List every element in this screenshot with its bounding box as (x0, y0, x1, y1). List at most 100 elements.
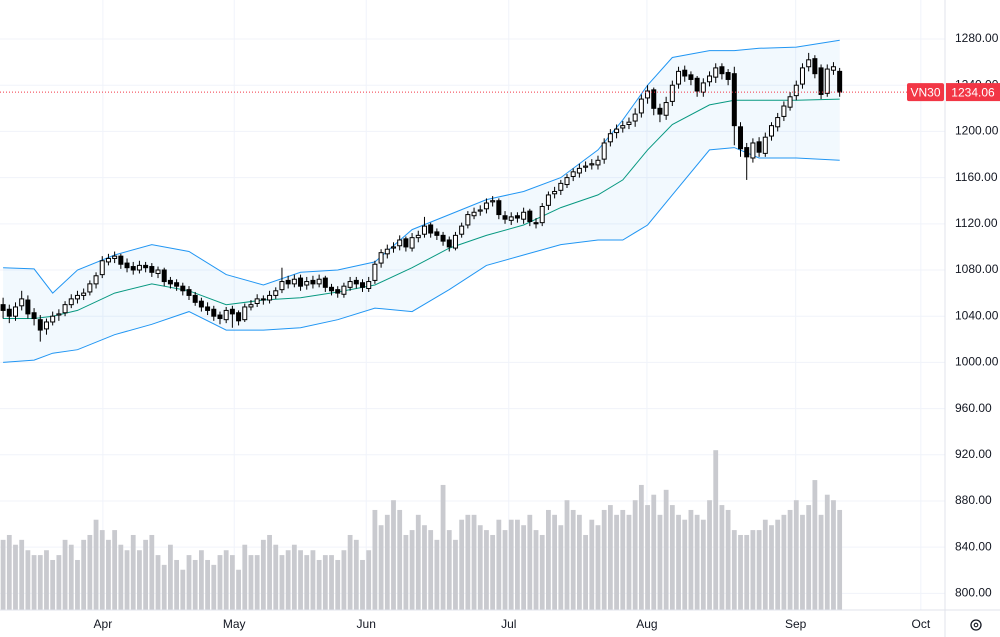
plot-area (0, 39, 945, 610)
volume-bar (298, 550, 303, 610)
volume-bar (781, 514, 787, 610)
last-price-badge (946, 83, 1000, 102)
volume-bar (273, 544, 279, 610)
volume-bar (725, 509, 731, 610)
candle-body (360, 282, 366, 288)
candle-body (452, 234, 458, 249)
candle-body (756, 141, 762, 153)
candle-body (632, 113, 638, 122)
candle-body (676, 70, 682, 85)
candle-body (285, 279, 291, 285)
candle-body (781, 105, 787, 117)
candle-body (682, 69, 688, 77)
candle-body (787, 96, 793, 108)
volume-bar (44, 550, 49, 610)
candle-body (570, 171, 576, 177)
volume-bar (762, 519, 768, 610)
volume-bar (25, 550, 31, 610)
candle-body (0, 304, 6, 311)
candle-body (465, 214, 471, 226)
candle-body (508, 216, 514, 221)
candle-body (248, 304, 254, 308)
candle-body (93, 275, 99, 285)
volume-bar (626, 514, 632, 610)
volume-bar (6, 534, 12, 610)
candle-body (483, 202, 489, 210)
x-tick-label: Aug (636, 617, 657, 631)
candle-body (731, 73, 737, 127)
volume-bar (0, 539, 6, 610)
volume-bar (490, 534, 496, 610)
candle-body (304, 281, 310, 286)
settings-icon[interactable] (973, 622, 979, 628)
volume-bar (502, 530, 508, 610)
volume-bar (409, 530, 415, 610)
volume-bar (607, 505, 613, 610)
candle-body (713, 67, 719, 78)
x-tick-label: Oct (911, 617, 930, 631)
candle-body (669, 84, 675, 102)
volume-bar (719, 505, 725, 610)
volume-bar (546, 509, 551, 610)
volume-bar (260, 539, 266, 610)
volume-bar (291, 544, 297, 610)
y-tick-label: 840.00 (955, 539, 992, 553)
candle-body (620, 125, 626, 129)
candle-body (471, 211, 477, 217)
volume-bar (651, 494, 657, 610)
volume-bar (341, 550, 347, 610)
volume-bar (508, 519, 514, 610)
volume-bar (756, 530, 762, 610)
volume-bar (99, 530, 105, 610)
volume-bar (372, 509, 378, 610)
volume-bar (248, 555, 254, 610)
candle-body (775, 117, 781, 128)
volume-bar (279, 555, 285, 610)
candle-body (824, 68, 830, 94)
volume-bar (106, 539, 111, 610)
candle-body (589, 163, 595, 166)
candle-body (440, 234, 446, 242)
volume-bar (496, 519, 502, 610)
y-tick-label: 1040.00 (955, 308, 999, 322)
candle-body (446, 239, 452, 248)
symbol-badge (907, 83, 944, 102)
settings-button[interactable] (970, 619, 982, 631)
candle-body (291, 278, 297, 285)
candle-body (180, 285, 186, 292)
candle-body (186, 289, 192, 296)
volume-bar (731, 530, 737, 610)
candle-body (700, 82, 706, 93)
candle-body (521, 211, 527, 220)
volume-bar (775, 519, 781, 610)
candle-body (211, 308, 217, 317)
candle-body (223, 309, 229, 321)
candle-body (310, 279, 316, 285)
volume-bar (769, 525, 774, 610)
grid (0, 0, 945, 610)
volume-bar (744, 534, 750, 610)
settings-icon[interactable] (970, 619, 982, 631)
volume-bar (440, 484, 446, 610)
volume-bar (663, 489, 669, 610)
candle-body (614, 128, 620, 134)
volume-bar (68, 544, 74, 610)
candle-body (533, 222, 539, 225)
volume-bar (155, 555, 161, 610)
volume-bar (186, 555, 192, 610)
volume-bar (285, 550, 291, 610)
candle-body (818, 67, 824, 95)
volume-bar (242, 544, 248, 610)
candle-body (372, 263, 378, 281)
volume-bar (471, 514, 477, 610)
volume-bar (570, 509, 576, 610)
volume-bar (818, 514, 824, 610)
volume-bar (632, 500, 638, 610)
volume-bar (329, 555, 334, 610)
candle-body (6, 308, 12, 317)
y-tick-label: 920.00 (955, 447, 992, 461)
volume-bar (793, 500, 799, 610)
candle-body (428, 224, 434, 234)
volume-bar (787, 509, 793, 610)
